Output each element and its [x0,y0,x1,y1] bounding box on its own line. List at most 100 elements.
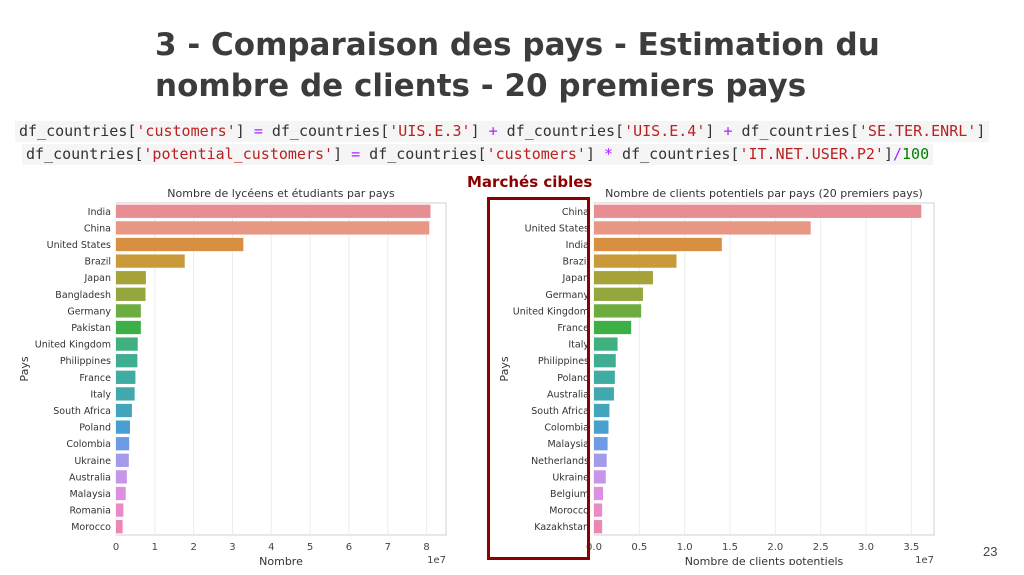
bar [116,403,132,418]
category-label: Colombia [544,423,589,434]
category-label: Italy [568,340,589,351]
code-token: ] [883,145,893,163]
category-label: Japan [562,273,590,284]
category-label: Kazakhstan [534,522,589,533]
x-tick-label: 3 [229,542,235,553]
category-label: Belgium [550,489,589,500]
code-token: 'UIS.E.4' [624,122,706,140]
category-label: India [566,240,589,251]
category-label: France [557,323,589,334]
code-token: df_countries[ [360,145,487,163]
category-label: Romania [69,506,111,517]
x-tick-label: 6 [346,542,352,553]
slide-title: 3 - Comparaison des pays - Estimation du… [155,27,880,104]
category-label: France [79,373,111,384]
bar [594,254,677,268]
bar [116,237,244,252]
code-token: ] [976,122,986,140]
category-label: Poland [557,373,589,384]
code-token: * [604,145,614,163]
code-token: df_countries[ [19,122,137,140]
bar [116,486,126,501]
bar [594,237,722,252]
students-per-country-chart: 0 1 2 3 4 5 6 7 8 India China United States Brazil Ja… [14,185,454,568]
bar [116,287,146,301]
bar [594,320,632,335]
bar [116,337,138,351]
category-label: Philippines [60,356,111,367]
target-markets-highlight-box [487,197,590,560]
y-axis-label: Pays [498,356,511,381]
category-label: Ukraine [552,472,589,483]
potential-customers-chart: 0.0 0.5 1.0 1.5 2.0 2.5 3.0 3.5 China United Stat… [492,185,938,568]
category-label: United Kingdom [35,340,111,351]
x-axis-label: Nombre de clients potentiels [685,555,844,565]
x-tick-label: 3.5 [903,542,919,553]
category-label: Germany [67,306,111,317]
category-label: Morocco [71,522,111,533]
x-tick-label: 2.5 [813,542,829,553]
chart-title: Nombre de clients potentiels par pays (2… [605,187,923,200]
code-token: df_countries[ [262,122,390,140]
code-line-customers: df_countries['customers'] = df_countries… [15,121,990,142]
bar [116,254,185,268]
code-token: 'UIS.E.3' [389,122,471,140]
x-tick-label: 8 [423,542,429,553]
category-label: United Kingdom [513,306,589,317]
code-token: = [351,145,361,163]
page-number: 23 [983,544,998,559]
chart-title: Nombre de lycéens et étudiants par pays [167,187,395,200]
code-token: 'customers' [486,145,586,163]
bar [116,503,124,517]
category-label: Japan [84,273,112,284]
bar [116,320,141,335]
x-tick-label: 0.0 [586,542,602,553]
x-tick-label: 7 [385,542,391,553]
target-markets-label: Marchés cibles [467,173,593,191]
code-token: df_countries[ [26,145,144,163]
bar [594,204,922,218]
bar [594,520,603,534]
category-label: China [84,223,111,234]
bar [116,370,136,384]
x-tick-label: 3.0 [858,542,874,553]
category-label: United States [525,223,589,234]
category-label: Poland [79,423,111,434]
bar [594,486,604,501]
code-token: df_countries[ [497,122,625,140]
chart-svg: 0.0 0.5 1.0 1.5 2.0 2.5 3.0 3.5 China United Stat… [498,187,935,568]
category-label: Malaysia [69,489,111,500]
bar [594,287,643,301]
category-label: Netherlands [531,456,589,467]
x-axis-label: Nombre [259,555,303,565]
category-label: Philippines [538,356,589,367]
bar [594,437,608,451]
bar [116,437,130,451]
axis-offset-label: 1e7 [427,555,446,565]
x-tick-label: 1 [152,542,158,553]
axis-offset-label: 1e7 [915,555,934,565]
code-token: ] [333,145,352,163]
category-label: Brazil [84,257,111,268]
category-label: Germany [545,290,589,301]
bar [594,387,614,401]
code-line-potential-customers: df_countries['potential_customers'] = df… [22,144,934,165]
code-token: df_countries[ [732,122,859,140]
category-label: China [562,207,589,218]
category-label: South Africa [531,406,589,417]
category-label: United States [47,240,111,251]
x-tick-label: 4 [268,542,274,553]
code-token: ] [705,122,724,140]
code-token: 'customers' [136,122,236,140]
bar [594,453,607,467]
plot-area [593,202,935,536]
category-label: Ukraine [74,456,111,467]
x-tick-label: 0 [113,542,119,553]
plot-area [115,202,447,536]
bar [116,387,135,401]
code-token: 'IT.NET.USER.P2' [739,145,884,163]
code-token: 'potential_customers' [143,145,334,163]
bar [594,354,616,368]
code-token: ] [235,122,254,140]
category-label: Morocco [549,506,589,517]
